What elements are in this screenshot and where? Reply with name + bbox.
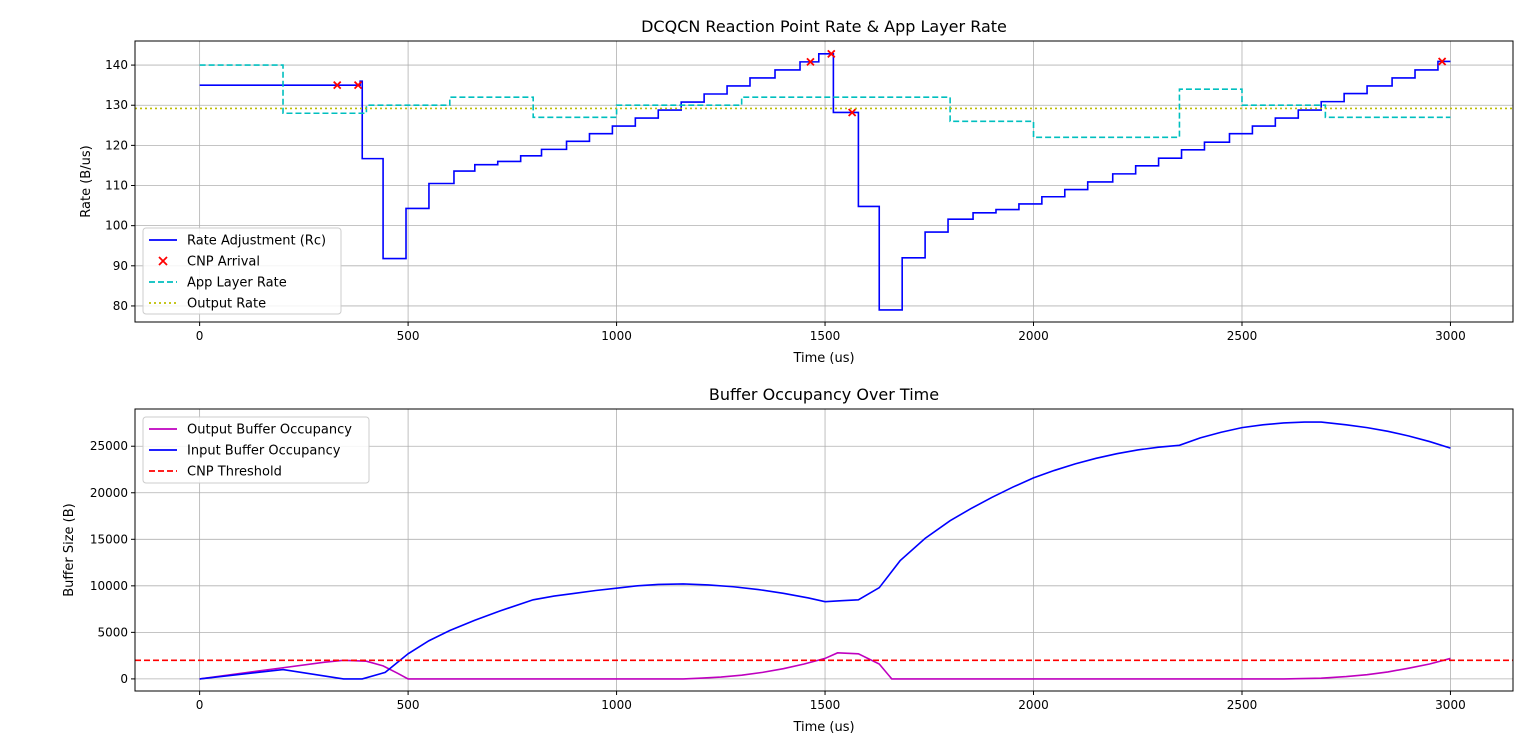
legend-item-output-rate: Output Rate <box>149 297 266 312</box>
legend-item-input-buffer-occupancy: Input Buffer Occupancy <box>149 444 341 459</box>
x-tick-label: 3000 <box>1435 329 1466 343</box>
x-tick-label: 2000 <box>1018 698 1049 712</box>
legend-label: CNP Threshold <box>187 465 282 480</box>
legend-item-cnp-arrival: CNP Arrival <box>158 255 260 270</box>
legend-item-cnp-threshold: CNP Threshold <box>149 465 282 480</box>
y-tick-label: 90 <box>113 259 128 273</box>
x-tick-label: 1500 <box>810 698 841 712</box>
legend-item-output-buffer-occupancy: Output Buffer Occupancy <box>149 423 352 438</box>
rate-chart: 0 500 1000 1500 2000 2500 3000 80 90 100 110 120 130… <box>79 17 1514 366</box>
legend-item-rate-adjustment-rc: Rate Adjustment (Rc) <box>149 234 326 249</box>
cnp-marker <box>806 57 815 67</box>
y-tick-label: 15000 <box>90 532 128 546</box>
cnp-marker <box>353 81 363 90</box>
x-tick-label: 1000 <box>601 698 632 712</box>
chart-title: Buffer Occupancy Over Time <box>709 385 939 404</box>
legend-label: CNP Arrival <box>187 255 260 270</box>
x-tick-label: 1000 <box>601 329 632 343</box>
rate-adjustment-rc-line <box>199 53 1451 311</box>
cnp-marker <box>848 108 857 117</box>
y-tick-label: 10000 <box>90 579 128 593</box>
plot-frame <box>134 40 1514 323</box>
x-tick-label: 500 <box>397 698 420 712</box>
y-tick-label: 0 <box>120 672 128 686</box>
x-tick-label: 2500 <box>1227 698 1258 712</box>
cnp-marker <box>333 81 342 90</box>
y-axis-label: Buffer Size (B) <box>62 503 77 596</box>
y-tick-label: 80 <box>113 299 128 313</box>
output-buffer-occupancy-line <box>199 652 1451 680</box>
y-tick-label: 5000 <box>97 625 128 639</box>
legend-label: Input Buffer Occupancy <box>187 444 341 459</box>
legend-label: Output Buffer Occupancy <box>187 423 352 438</box>
cnp-marker <box>827 49 836 58</box>
x-tick-label: 500 <box>397 329 420 343</box>
x-tick-label: 0 <box>196 329 204 343</box>
y-tick-label: 20000 <box>90 486 128 500</box>
input-buffer-occupancy-line <box>199 421 1451 680</box>
legend-item-app-layer-rate: App Layer Rate <box>149 276 287 291</box>
x-axis-label: Time (us) <box>792 351 854 366</box>
x-tick-label: 3000 <box>1435 698 1466 712</box>
y-tick-label: 130 <box>105 98 128 112</box>
cnp-marker <box>1437 57 1447 66</box>
legend-label: Rate Adjustment (Rc) <box>187 234 326 249</box>
x-tick-label: 1500 <box>810 329 841 343</box>
legend: Rate Adjustment (Rc) CNP Arrival App Layer… <box>142 227 342 315</box>
chart-title: DCQCN Reaction Point Rate & App Layer Ra… <box>641 17 1007 36</box>
x-tick-label: 2000 <box>1018 329 1049 343</box>
plot-frame <box>134 408 1514 692</box>
y-axis-label: Rate (B/us) <box>79 145 94 217</box>
legend-label: App Layer Rate <box>187 276 287 291</box>
y-tick-label: 140 <box>105 58 128 72</box>
buffer-chart: 0 500 1000 1500 2000 2500 3000 0 5000 10000 15000 2… <box>62 385 1514 735</box>
legend: Output Buffer Occupancy Input Buffer Occu… <box>142 416 370 484</box>
y-tick-label: 120 <box>105 138 128 152</box>
x-axis-label: Time (us) <box>792 720 854 735</box>
app-layer-rate-line <box>199 64 1451 139</box>
y-tick-label: 110 <box>105 179 128 193</box>
x-tick-label: 0 <box>196 698 204 712</box>
x-tick-label: 2500 <box>1227 329 1258 343</box>
y-tick-label: 100 <box>105 219 128 233</box>
legend-label: Output Rate <box>187 297 266 312</box>
y-tick-label: 25000 <box>90 439 128 453</box>
